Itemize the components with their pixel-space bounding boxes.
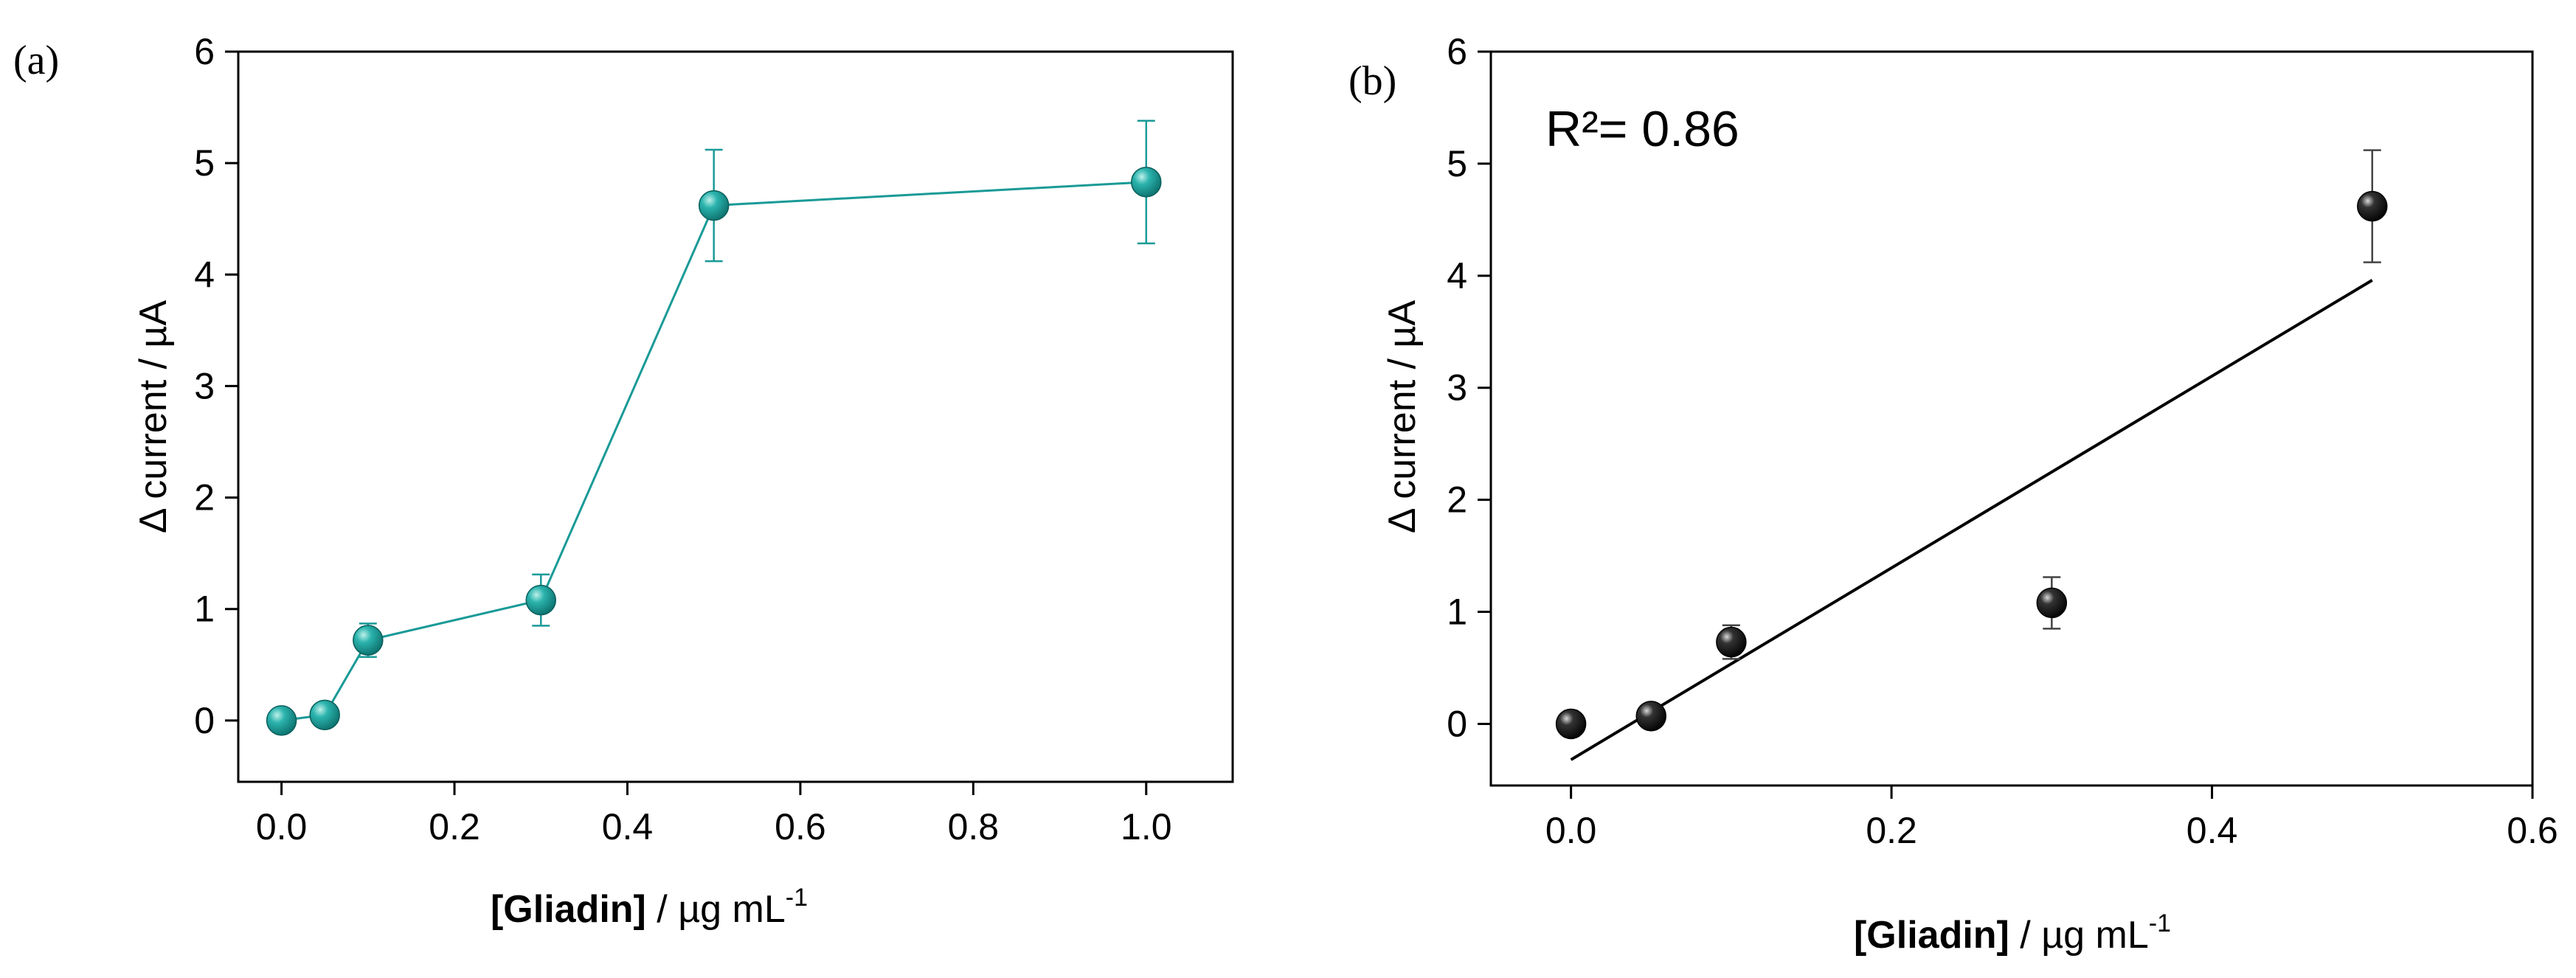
data-point [698, 190, 730, 221]
x-tick-label: 0.0 [256, 806, 308, 847]
y-axis-label-b: Δ current / µA [1381, 300, 1424, 533]
y-tick-label: 6 [1447, 31, 1467, 72]
axis-ticks-b: 0.0 0.2 0.4 0.6 0 1 2 3 4 5 6 [1447, 31, 2558, 851]
plot-frame-a [237, 50, 1234, 783]
series-line-a [281, 181, 1146, 722]
error-bars-b [1642, 149, 2381, 723]
y-axis-label-a: Δ current / µA [132, 300, 175, 533]
data-point [1555, 708, 1587, 740]
x-tick-label: 0.6 [2507, 810, 2558, 851]
fit-line-b [1570, 279, 2373, 761]
data-points-b [1555, 190, 2388, 740]
error-bars-a [316, 119, 1155, 722]
x-tick-label: 0.2 [1866, 810, 1917, 851]
y-tick-label: 3 [194, 365, 215, 406]
chart-panel-a: (a) 0.0 0.2 0.4 0.6 0.8 1.0 0 1 2 3 4 5 6 [Gliadin] … [13, 31, 1234, 931]
axis-ticks-a: 0.0 0.2 0.4 0.6 0.8 1.0 0 1 2 3 4 5 6 [194, 31, 1171, 847]
y-tick-label: 1 [194, 589, 215, 630]
y-tick-label: 1 [1447, 592, 1467, 633]
data-points-a [266, 167, 1162, 736]
plot-frame-b [1489, 50, 2534, 787]
data-point [1716, 626, 1747, 658]
x-tick-label: 0.2 [429, 806, 480, 847]
chart-panel-b: (b) 0.0 0.2 0.4 0.6 0 1 2 3 4 5 6 R²= 0.86 [Gliadi… [1348, 31, 2558, 957]
y-tick-label: 0 [194, 700, 215, 741]
x-tick-label: 0.0 [1545, 810, 1597, 851]
x-tick-label: 1.0 [1121, 806, 1172, 847]
x-tick-label: 0.8 [948, 806, 1000, 847]
data-point [525, 584, 557, 616]
data-point [1635, 701, 1666, 732]
x-tick-label: 0.6 [775, 806, 826, 847]
y-tick-label: 3 [1447, 367, 1467, 409]
x-axis-label-a: [Gliadin] / µg mL-1 [491, 884, 808, 931]
x-tick-label: 0.4 [602, 806, 654, 847]
y-tick-label: 0 [1447, 703, 1467, 744]
panel-label-b: (b) [1348, 58, 1396, 104]
data-point [1131, 167, 1162, 198]
y-tick-label: 2 [194, 477, 215, 519]
data-point [353, 625, 384, 656]
y-tick-label: 4 [1447, 255, 1467, 296]
x-axis-label-b: [Gliadin] / µg mL-1 [1854, 909, 2171, 957]
series-line [281, 181, 1146, 722]
data-point [266, 705, 297, 736]
x-tick-label: 0.4 [2187, 810, 2238, 851]
data-point [2357, 190, 2388, 222]
data-point [2036, 587, 2068, 619]
panel-label-a: (a) [13, 38, 59, 83]
y-tick-label: 2 [1447, 479, 1467, 521]
r-squared-label: R²= 0.86 [1545, 101, 1739, 157]
linear-fit-line [1570, 279, 2373, 761]
y-tick-label: 5 [194, 142, 215, 184]
y-tick-label: 5 [1447, 143, 1467, 184]
y-tick-label: 6 [194, 31, 215, 72]
data-point [309, 699, 340, 731]
y-tick-label: 4 [194, 254, 215, 295]
